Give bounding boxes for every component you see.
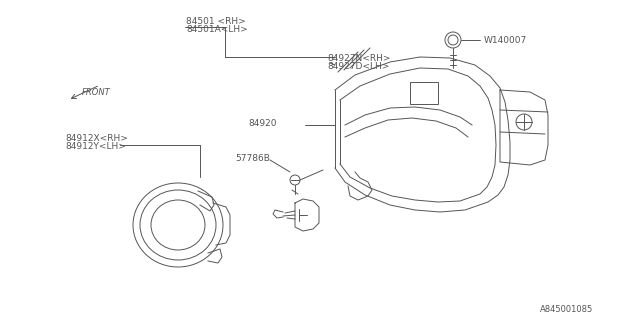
Text: 84927N<RH>: 84927N<RH> — [327, 53, 390, 62]
Text: 84501 <RH>: 84501 <RH> — [186, 17, 246, 26]
Text: 84912Y<LH>: 84912Y<LH> — [65, 141, 126, 150]
Text: A845001085: A845001085 — [540, 306, 593, 315]
Text: 84927D<LH>: 84927D<LH> — [327, 61, 389, 70]
Text: 84501A<LH>: 84501A<LH> — [186, 25, 248, 34]
Text: W140007: W140007 — [484, 36, 527, 44]
Text: FRONT: FRONT — [82, 87, 111, 97]
Text: 84920: 84920 — [248, 118, 276, 127]
Text: 57786B: 57786B — [235, 154, 270, 163]
Text: 84912X<RH>: 84912X<RH> — [65, 133, 128, 142]
